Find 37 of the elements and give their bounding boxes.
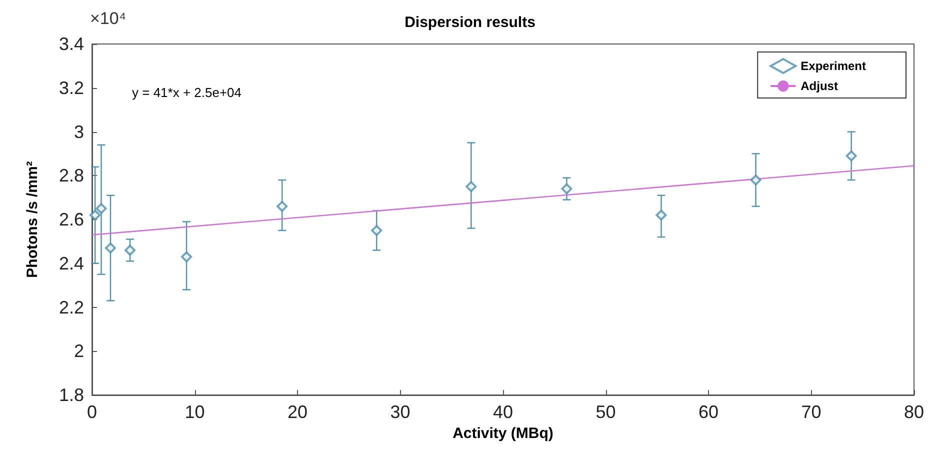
y-tick-label: 2.2 [58,297,84,318]
x-tick-label: 30 [390,402,410,422]
chart-title: Dispersion results [404,14,536,31]
point [124,244,136,256]
x-tick-label: 80 [904,402,924,422]
point [656,210,667,221]
y-tick-label: 2.4 [58,253,84,274]
y-tick-label: 3 [74,122,84,142]
y-tick-label: 2.6 [58,210,84,230]
point [276,200,288,212]
point [181,251,192,262]
x-tick-label: 10 [184,402,205,422]
text: ×10⁴ [90,9,126,28]
x-tick-label: 0 [86,402,98,422]
point [90,210,101,221]
x-tick-label: 20 [287,402,308,422]
legend-label: Experiment [800,59,866,73]
point [96,203,107,214]
x-axis-title: Activity (MBq) [452,424,554,442]
point [371,224,382,236]
y-tick-label: 2.8 [58,166,84,186]
x-tick-label: 70 [801,402,822,422]
x-tick-label: 60 [698,402,719,422]
point [104,242,116,254]
y-axis-title: Photons /s /mm² [24,161,41,278]
y-tick-label: 1.8 [58,385,84,405]
point [750,174,762,186]
y-tick-label: 2 [74,341,84,362]
legend-label: Adjust [800,79,838,93]
annotation: y = 41*x + 2.5e+04 [132,85,242,100]
point [466,181,477,192]
point [561,183,572,194]
x-tick-label: 50 [596,402,616,422]
y-tick-label: 3.4 [58,34,84,54]
x-tick-label: 40 [492,402,514,422]
point [846,150,857,162]
y-tick-label: 3.2 [58,78,84,98]
